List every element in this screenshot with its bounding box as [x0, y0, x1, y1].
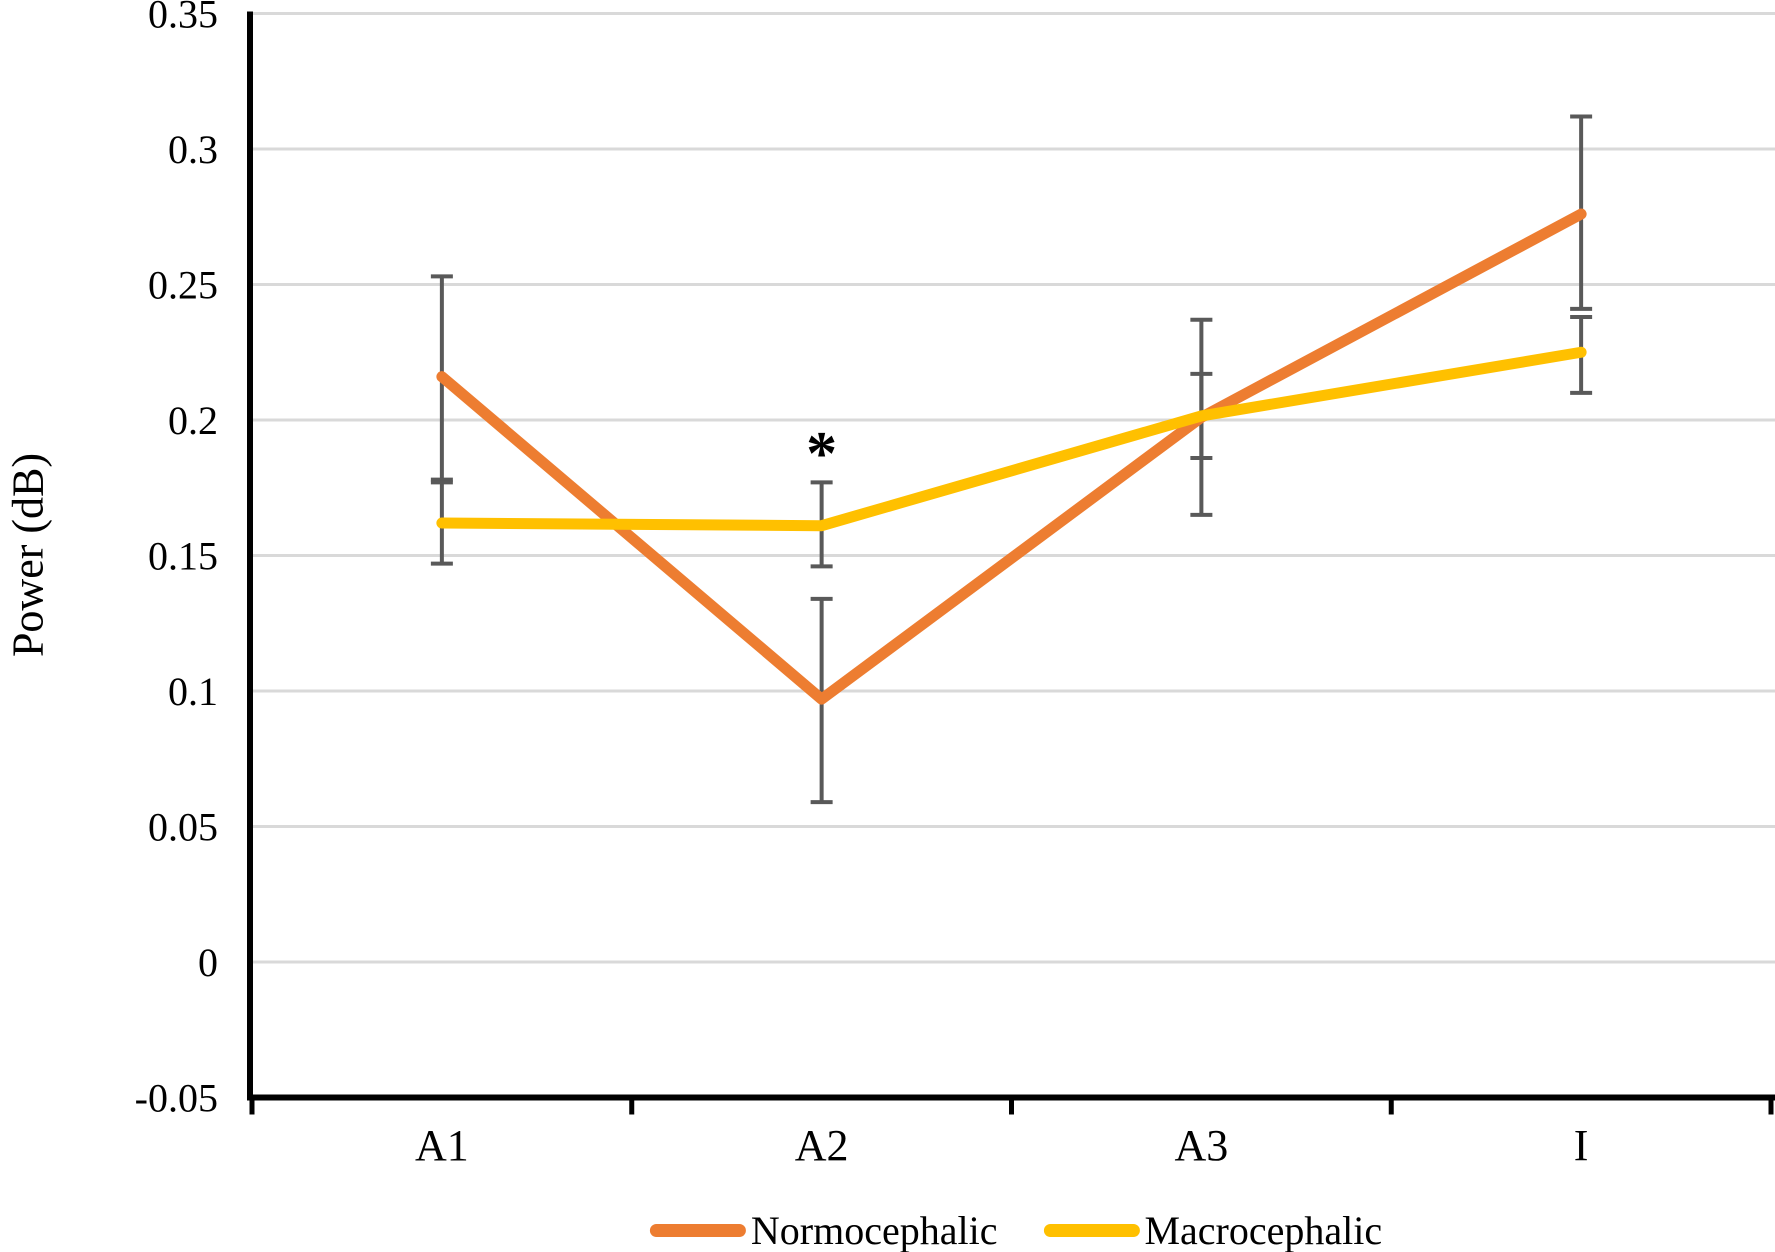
legend-item-normocephalic: Normocephalic	[649, 1207, 998, 1252]
legend-label-macrocephalic: Macrocephalic	[1144, 1208, 1383, 1252]
y-tick-label: 0	[198, 940, 218, 985]
y-tick-label: 0.3	[168, 127, 218, 172]
y-tick-label: 0.15	[148, 534, 218, 579]
x-tick-label: A3	[1174, 1121, 1228, 1170]
significance-asterisk: *	[806, 420, 837, 488]
y-tick-label: 0.35	[148, 0, 218, 37]
y-tick-label: 0.2	[168, 398, 218, 443]
y-tick-label: 0.1	[168, 669, 218, 714]
y-tick-label: 0.25	[148, 263, 218, 308]
x-tick-label: A1	[415, 1121, 469, 1170]
x-tick-label: I	[1574, 1121, 1589, 1170]
x-tick-label: A2	[795, 1121, 849, 1170]
gridlines	[250, 12, 1775, 964]
legend-item-macrocephalic: Macrocephalic	[1043, 1207, 1382, 1252]
x-tick-labels: A1 A2 A3 I	[415, 1121, 1588, 1170]
y-tick-label: -0.05	[135, 1076, 218, 1121]
y-tick-labels: 0.35 0.3 0.25 0.2 0.15 0.1 0.05 0 -0.05	[135, 0, 218, 1121]
error-bars-normocephalic	[430, 114, 1593, 805]
series-line-normocephalic	[436, 208, 1587, 705]
legend: Normocephalic Macrocephalic	[649, 1207, 1382, 1252]
legend-label-normocephalic: Normocephalic	[750, 1208, 998, 1252]
x-axis-ticks	[249, 1100, 1774, 1115]
legend-swatch-macrocephalic	[1043, 1224, 1140, 1237]
legend-swatch-normocephalic	[649, 1224, 746, 1237]
y-axis-title: Power (dB)	[3, 452, 53, 658]
series-line-macrocephalic	[436, 346, 1587, 532]
y-tick-label: 0.05	[148, 805, 218, 850]
